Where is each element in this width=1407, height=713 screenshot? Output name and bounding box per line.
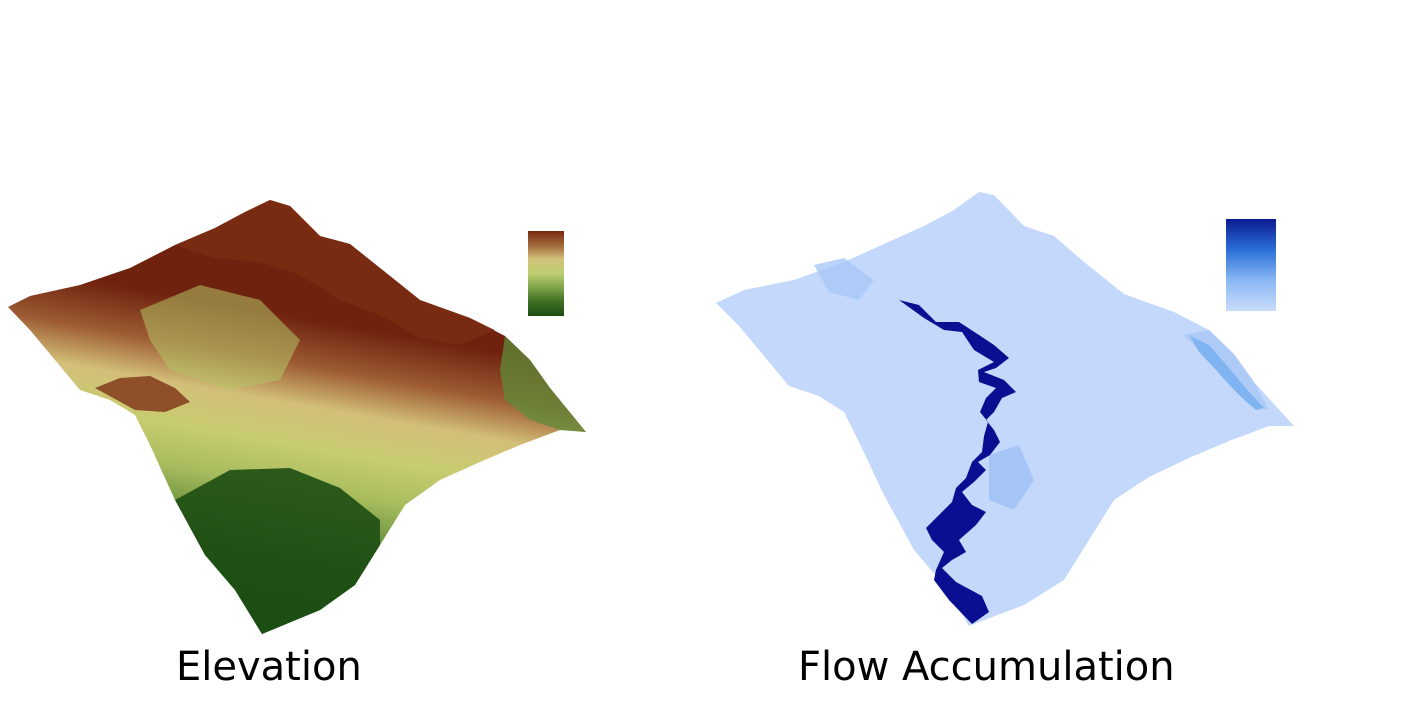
flow-accumulation-panel: Flow Accumulation xyxy=(704,0,1407,713)
elevation-terrain-image xyxy=(8,200,586,634)
elevation-basin xyxy=(140,285,300,390)
flow-tributary xyxy=(1190,336,1264,410)
elevation-colorbar xyxy=(528,231,564,316)
elevation-lowland xyxy=(175,468,380,634)
elevation-caption: Elevation xyxy=(176,644,362,690)
elevation-ridge xyxy=(175,200,495,345)
elevation-panel: Elevation xyxy=(0,0,703,713)
elevation-left-peak xyxy=(95,376,190,412)
flow-surface-shade xyxy=(989,445,1034,510)
elevation-right-slope xyxy=(500,336,586,432)
flow-channel xyxy=(899,300,1016,624)
flow-accumulation-terrain-image xyxy=(716,192,1294,626)
flow-accumulation-caption: Flow Accumulation xyxy=(798,644,1175,690)
flow-surface xyxy=(716,192,1294,626)
flow-surface-shade xyxy=(814,258,874,300)
flow-accumulation-colorbar xyxy=(1226,219,1276,311)
